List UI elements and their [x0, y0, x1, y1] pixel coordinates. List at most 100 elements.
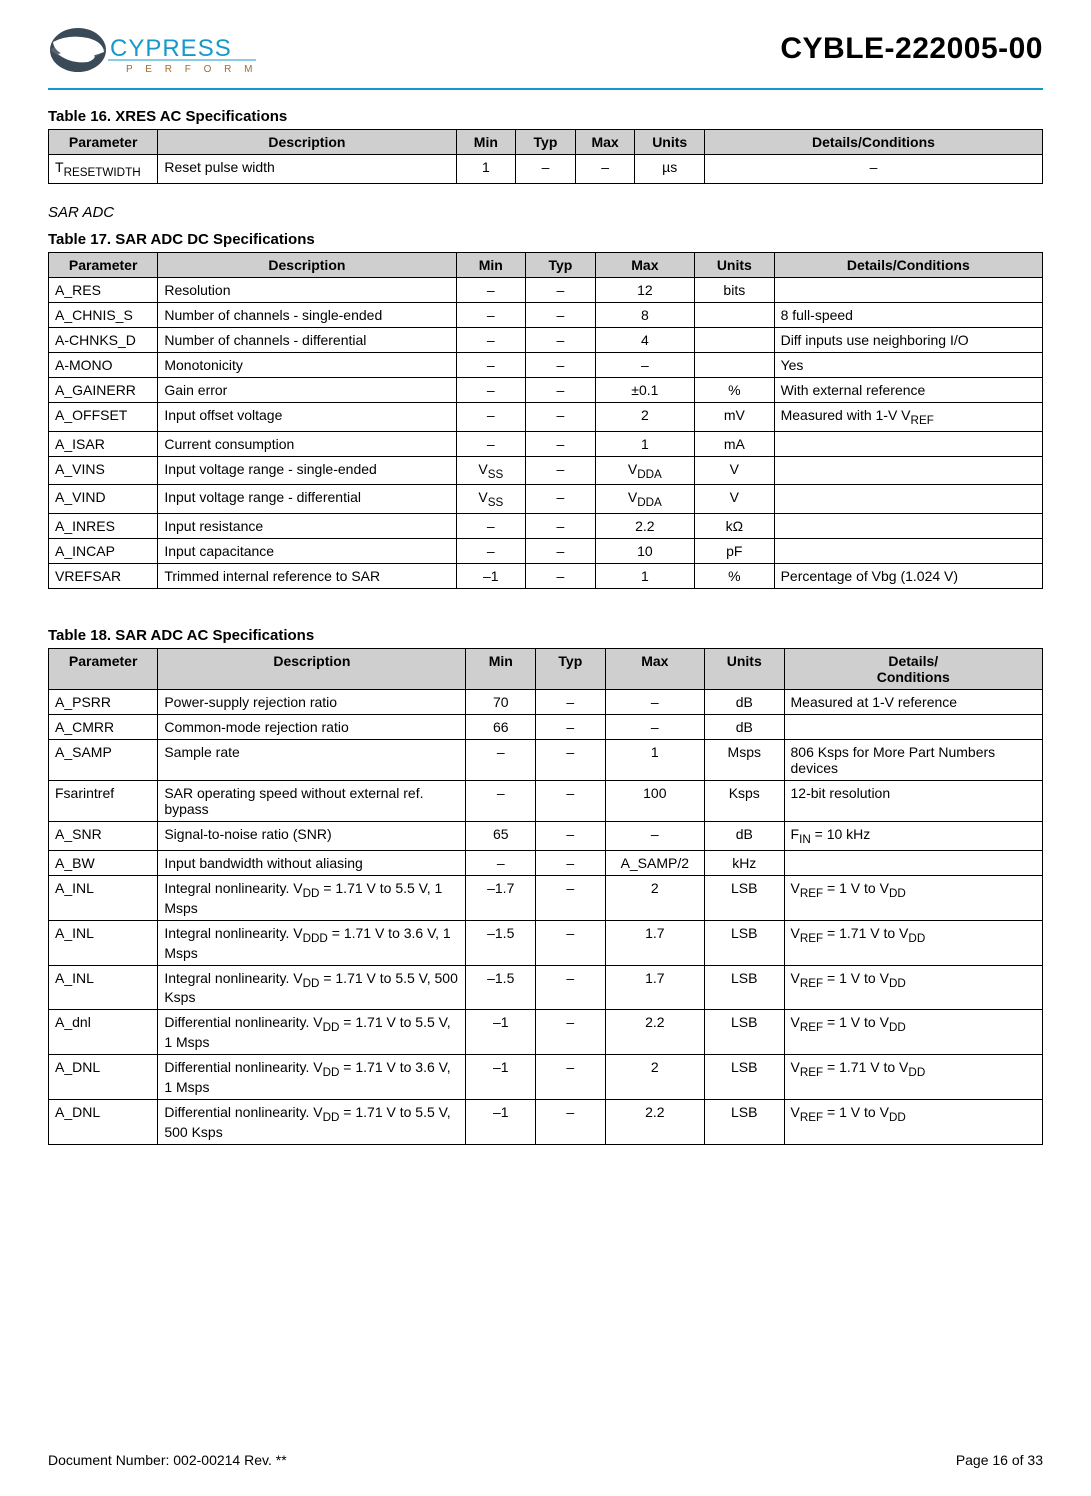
cell-details: Percentage of Vbg (1.024 V) [774, 564, 1042, 589]
table-row: A_INRESInput resistance––2.2kΩ [49, 514, 1043, 539]
table-row: TRESETWIDTHReset pulse width1––µs– [49, 155, 1043, 184]
cell-details [784, 715, 1042, 740]
cell-desc: Input voltage range - differential [158, 485, 456, 514]
cell-max: 2 [605, 875, 704, 920]
cell-details [774, 485, 1042, 514]
table-row: FsarintrefSAR operating speed without ex… [49, 781, 1043, 822]
cell-param: A-MONO [49, 352, 158, 377]
cell-max: – [595, 352, 694, 377]
cell-min: – [456, 352, 526, 377]
column-header: Details/Conditions [704, 130, 1042, 155]
page: CYPRESS P E R F O R M CYBLE-222005-00 Ta… [0, 0, 1091, 1496]
cell-units: dB [705, 822, 785, 851]
cell-min: – [456, 402, 526, 431]
cell-typ: – [526, 352, 596, 377]
cell-param: A_INCAP [49, 539, 158, 564]
cell-typ: – [536, 715, 606, 740]
cell-units: LSB [705, 875, 785, 920]
cell-min: – [456, 302, 526, 327]
cell-param: A_PSRR [49, 690, 158, 715]
cell-details [774, 539, 1042, 564]
cell-units: LSB [705, 1099, 785, 1144]
cell-min: –1 [456, 564, 526, 589]
column-header: Min [456, 130, 516, 155]
column-header: Max [575, 130, 635, 155]
cell-param: A_INL [49, 965, 158, 1010]
cell-min: –1 [466, 1055, 536, 1100]
cell-details: VREF = 1 V to VDD [784, 965, 1042, 1010]
cell-max: 100 [605, 781, 704, 822]
cell-typ: – [536, 740, 606, 781]
cell-max: 12 [595, 277, 694, 302]
cell-desc: Sample rate [158, 740, 466, 781]
cell-desc: Trimmed internal reference to SAR [158, 564, 456, 589]
cell-units: % [695, 377, 775, 402]
cell-min: – [456, 539, 526, 564]
cell-min: –1.5 [466, 920, 536, 965]
cell-max: – [605, 690, 704, 715]
cell-units: V [695, 485, 775, 514]
cell-max: 2 [595, 402, 694, 431]
cell-details [784, 850, 1042, 875]
table-row: A-CHNKS_DNumber of channels - differenti… [49, 327, 1043, 352]
cell-details: VREF = 1 V to VDD [784, 1010, 1042, 1055]
cell-details: – [704, 155, 1042, 184]
cell-details [774, 514, 1042, 539]
table-row: A_RESResolution––12bits [49, 277, 1043, 302]
cell-min: 66 [466, 715, 536, 740]
cell-desc: Differential nonlinearity. VDD = 1.71 V … [158, 1010, 466, 1055]
cell-units: µs [635, 155, 705, 184]
cell-units: dB [705, 690, 785, 715]
cell-details [774, 456, 1042, 485]
column-header: Typ [526, 252, 596, 277]
cell-units: kHz [705, 850, 785, 875]
cell-details: FIN = 10 kHz [784, 822, 1042, 851]
cell-desc: Reset pulse width [158, 155, 456, 184]
cell-typ: – [526, 402, 596, 431]
logo-text: CYPRESS [110, 35, 232, 62]
cell-min: – [466, 740, 536, 781]
table-row: A_DNLDifferential nonlinearity. VDD = 1.… [49, 1099, 1043, 1144]
cell-units: % [695, 564, 775, 589]
cell-param: A_SAMP [49, 740, 158, 781]
cell-details: VREF = 1.71 V to VDD [784, 1055, 1042, 1100]
cell-min: 65 [466, 822, 536, 851]
column-header: Min [456, 252, 526, 277]
cypress-logo-icon: CYPRESS P E R F O R M [48, 24, 258, 84]
cell-param: A_INL [49, 875, 158, 920]
cell-param: A-CHNKS_D [49, 327, 158, 352]
table-row: A_BWInput bandwidth without aliasing––A_… [49, 850, 1043, 875]
cell-min: VSS [456, 456, 526, 485]
cell-param: A_BW [49, 850, 158, 875]
cell-units [695, 302, 775, 327]
cell-details [774, 277, 1042, 302]
table-row: A_INLIntegral nonlinearity. VDD = 1.71 V… [49, 875, 1043, 920]
cell-max: 2.2 [595, 514, 694, 539]
cell-typ: – [526, 327, 596, 352]
column-header: Typ [516, 130, 576, 155]
cell-param: A_RES [49, 277, 158, 302]
column-header: Units [695, 252, 775, 277]
cell-param: A_DNL [49, 1099, 158, 1144]
cell-max: 2.2 [605, 1010, 704, 1055]
cell-units: bits [695, 277, 775, 302]
cell-max: 10 [595, 539, 694, 564]
cell-typ: – [516, 155, 576, 184]
cell-desc: Current consumption [158, 431, 456, 456]
cell-param: A_dnl [49, 1010, 158, 1055]
cell-desc: Monotonicity [158, 352, 456, 377]
cell-typ: – [526, 456, 596, 485]
logo-subtext: P E R F O R M [126, 64, 258, 75]
part-number: CYBLE-222005-00 [780, 32, 1043, 66]
logo: CYPRESS P E R F O R M [48, 24, 258, 84]
cell-param: A_VINS [49, 456, 158, 485]
cell-typ: – [526, 431, 596, 456]
cell-param: A_GAINERR [49, 377, 158, 402]
column-header: Details/Conditions [784, 649, 1042, 690]
cell-param: A_INRES [49, 514, 158, 539]
cell-units: Msps [705, 740, 785, 781]
cell-param: A_DNL [49, 1055, 158, 1100]
cell-typ: – [536, 1010, 606, 1055]
table-row: VREFSARTrimmed internal reference to SAR… [49, 564, 1043, 589]
cell-param: Fsarintref [49, 781, 158, 822]
